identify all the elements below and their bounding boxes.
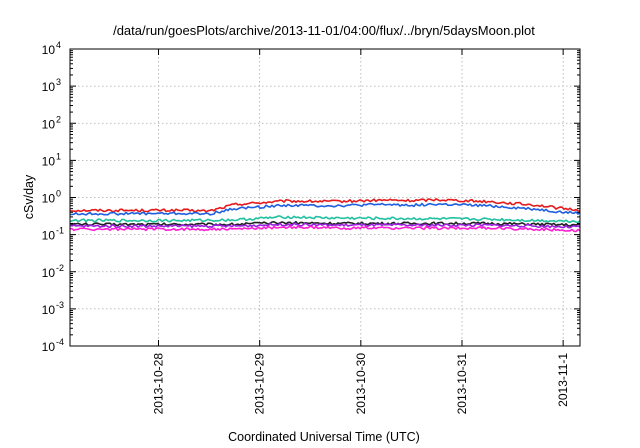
chart-title: /data/run/goesPlots/archive/2013-11-01/0…: [113, 23, 535, 38]
y-tick-exponent-label: 1: [56, 151, 61, 161]
y-tick-exponent-label: 2: [56, 114, 61, 124]
y-tick-label: 10: [42, 80, 56, 94]
y-tick-exponent: -3: [56, 300, 64, 310]
x-tick-label: 2013-10-31: [455, 353, 469, 415]
series-lines: [69, 198, 581, 233]
x-axis-label: Coordinated Universal Time (UTC): [228, 430, 420, 444]
series-line: [69, 222, 581, 229]
y-tick-exponent: 3: [56, 77, 61, 87]
y-tick-label: 10: [42, 266, 56, 280]
y-axis-label: cSv/day: [22, 174, 36, 219]
series-line: [70, 202, 581, 216]
y-tick-exponent-label: 4: [56, 40, 61, 50]
y-tick-label: 10: [42, 154, 56, 168]
x-tick-labels: 2013-10-28 2013-10-29 2013-10-30 2013-10-31…: [152, 353, 571, 415]
y-tick-exponent: -4: [56, 337, 64, 347]
y-tick-label: 10: [42, 229, 56, 243]
grid-lines: [70, 49, 580, 346]
y-tick-exponent-label: 3: [56, 77, 61, 87]
y-tick-exponent: 4: [56, 40, 61, 50]
axis-ticks: [70, 48, 580, 347]
series-line: [69, 225, 581, 233]
y-tick-exponent-label: -2: [56, 263, 64, 273]
y-tick-exponent-label: -3: [56, 300, 64, 310]
x-tick-label: 2013-10-29: [253, 353, 267, 415]
y-tick-label: 10: [42, 43, 56, 57]
y-tick-exponent: 0: [56, 189, 61, 199]
y-tick-exponent: 2: [56, 114, 61, 124]
y-tick-label: 10: [42, 192, 56, 206]
y-tick-exponent: -1: [56, 226, 64, 236]
x-tick-label: 2013-11-1: [556, 353, 570, 407]
y-tick-exponent-label: 0: [56, 189, 61, 199]
y-tick-label: 10: [42, 340, 56, 354]
y-tick-label: 10: [42, 117, 56, 131]
x-tick-label: 2013-10-28: [152, 353, 166, 415]
y-tick-exponent-label: -1: [56, 226, 64, 236]
series-line: [69, 215, 581, 224]
y-tick-exponent: -2: [56, 263, 64, 273]
y-tick-label: 10: [42, 303, 56, 317]
y-tick-exponent-label: -4: [56, 337, 64, 347]
series-line: [69, 198, 581, 213]
x-tick-label: 2013-10-30: [354, 353, 368, 415]
y-tick-exponent: 1: [56, 151, 61, 161]
